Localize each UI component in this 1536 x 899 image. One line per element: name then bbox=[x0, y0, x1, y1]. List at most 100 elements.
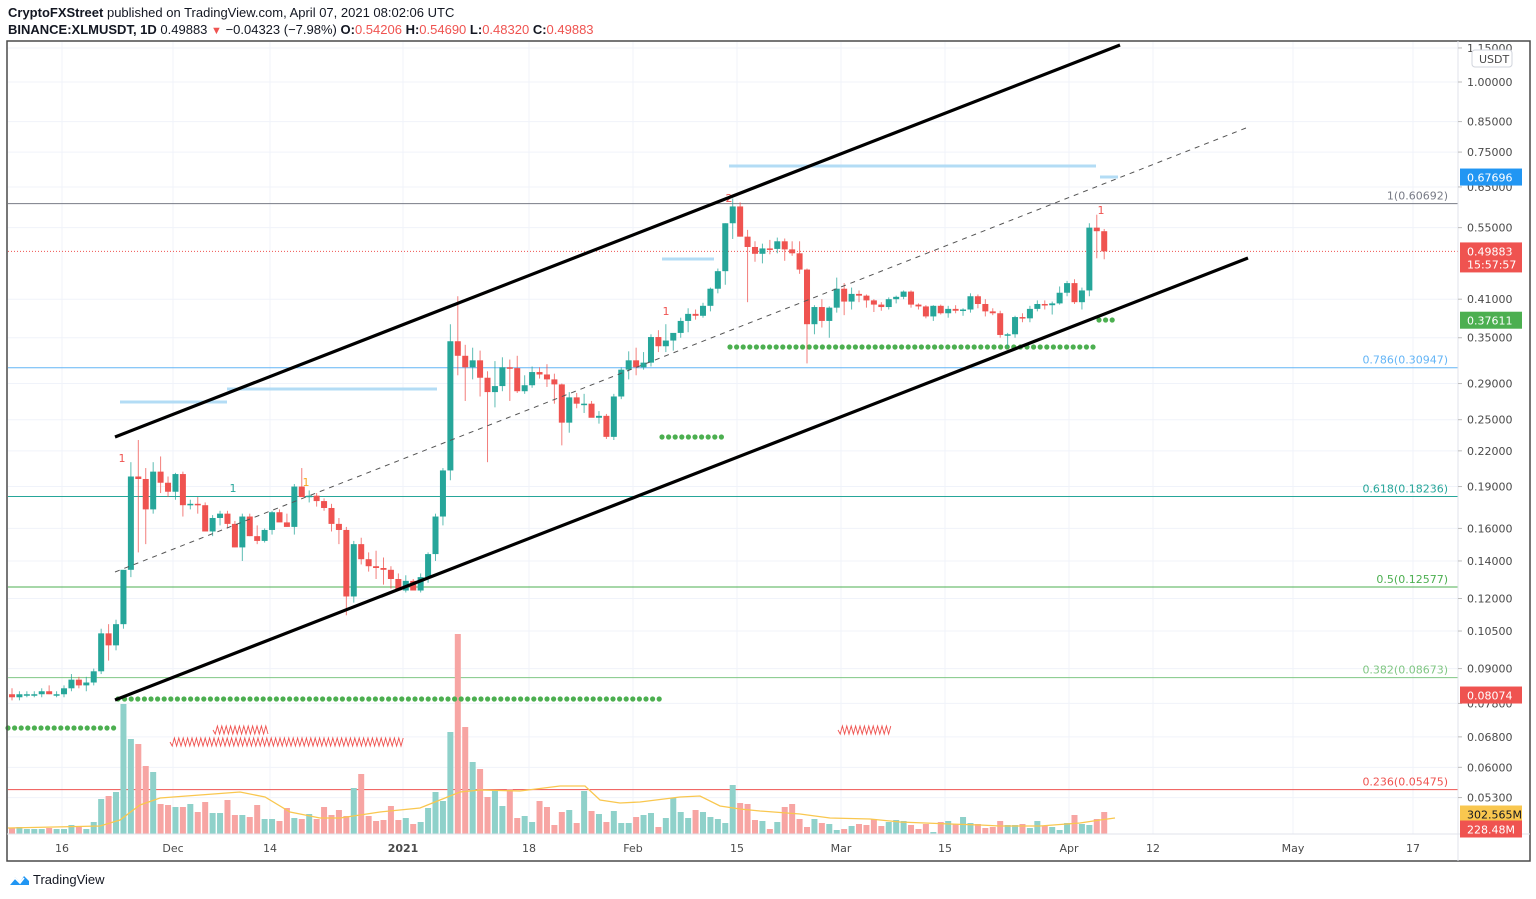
candle bbox=[350, 544, 357, 597]
candle bbox=[1012, 317, 1019, 335]
candle bbox=[224, 513, 231, 524]
down-triangle-icon: ▼ bbox=[211, 25, 222, 37]
ma-line bbox=[7, 785, 1116, 829]
price-badge-label: 0.08074 bbox=[1467, 690, 1513, 703]
candle bbox=[774, 241, 781, 249]
candle bbox=[16, 694, 23, 698]
candle bbox=[313, 495, 320, 502]
candle bbox=[863, 295, 870, 301]
candle bbox=[551, 379, 558, 385]
candle bbox=[841, 288, 848, 302]
candle bbox=[930, 305, 937, 317]
candle bbox=[1041, 303, 1048, 306]
time-tick-label: 17 bbox=[1406, 842, 1420, 855]
candle bbox=[68, 679, 75, 689]
price-tick-label: 0.85000 bbox=[1467, 116, 1513, 129]
candle bbox=[1004, 334, 1011, 336]
candle bbox=[254, 536, 261, 541]
trendline bbox=[114, 256, 1249, 702]
fib-level-label: 0.5(0.12577) bbox=[1376, 573, 1448, 586]
time-tick-label: 18 bbox=[522, 842, 536, 855]
candle bbox=[261, 529, 268, 541]
candle bbox=[1101, 231, 1108, 252]
price-badge bbox=[1460, 242, 1522, 273]
candle bbox=[647, 337, 654, 363]
candle bbox=[945, 308, 952, 314]
high-label: H: bbox=[405, 22, 420, 37]
time-tick-label: Mar bbox=[831, 842, 852, 855]
candle bbox=[974, 296, 981, 304]
price-axis[interactable]: 1.150001.000000.850000.750000.650000.550… bbox=[1458, 42, 1513, 805]
price-tick-label: 0.12000 bbox=[1467, 592, 1513, 605]
time-axis[interactable]: 16 Dec 14 2021 18 Feb 15 Mar 15 Apr 12 May 17 bbox=[55, 842, 1420, 855]
price-tick-label: 0.05300 bbox=[1467, 792, 1513, 805]
candle bbox=[699, 305, 706, 316]
candle bbox=[150, 471, 157, 510]
high-value: 0.54690 bbox=[419, 22, 467, 37]
candle bbox=[1056, 292, 1063, 304]
tradingview-logo-icon bbox=[8, 875, 29, 886]
price-tick-label: 0.75000 bbox=[1467, 146, 1513, 159]
candle bbox=[982, 303, 989, 312]
candle bbox=[543, 374, 550, 380]
candle bbox=[826, 307, 833, 321]
symbol-label: BINANCE:XLMUSDT, 1D bbox=[8, 22, 157, 37]
candle bbox=[38, 691, 45, 695]
candle bbox=[61, 688, 68, 695]
candle bbox=[127, 476, 134, 570]
candle bbox=[781, 241, 788, 250]
tradingview-footer: TradingView bbox=[8, 872, 105, 887]
candle bbox=[246, 516, 253, 537]
price-badge-label: 302.565M bbox=[1467, 809, 1522, 822]
candle bbox=[848, 293, 855, 302]
last-price: 0.49883 bbox=[160, 22, 208, 37]
candle bbox=[179, 474, 186, 506]
candle bbox=[9, 694, 15, 698]
price-badge bbox=[1460, 820, 1522, 838]
candle bbox=[269, 512, 276, 530]
indicator-markers: 111211 bbox=[5, 164, 1118, 748]
candle bbox=[885, 299, 892, 308]
candle bbox=[157, 471, 164, 483]
candle bbox=[53, 694, 60, 696]
candle bbox=[142, 478, 149, 510]
candle bbox=[343, 529, 350, 597]
candle bbox=[915, 304, 922, 307]
candle bbox=[514, 368, 521, 392]
candle bbox=[685, 313, 692, 321]
candle bbox=[239, 516, 246, 548]
candle bbox=[796, 253, 803, 270]
candle bbox=[75, 679, 82, 686]
currency-unit-badge bbox=[1471, 49, 1513, 68]
time-tick-label: 16 bbox=[55, 842, 69, 855]
candle bbox=[521, 385, 528, 392]
candle bbox=[432, 516, 439, 555]
price-badge bbox=[1460, 168, 1522, 186]
candle bbox=[298, 486, 305, 498]
candle bbox=[960, 309, 967, 312]
trend-channel[interactable] bbox=[114, 43, 1249, 702]
candle bbox=[477, 360, 484, 378]
candle bbox=[31, 694, 38, 696]
price-badge bbox=[1460, 311, 1522, 329]
price-badge bbox=[1460, 805, 1522, 823]
publisher-name[interactable]: CryptoFXStreet bbox=[8, 5, 104, 20]
price-tick-label: 0.19000 bbox=[1467, 481, 1513, 494]
candle bbox=[633, 360, 640, 368]
price-tick-label: 0.10500 bbox=[1467, 625, 1513, 638]
fib-level-label: 0.618(0.18236) bbox=[1362, 483, 1448, 496]
candle bbox=[462, 355, 469, 368]
candle bbox=[328, 507, 335, 524]
time-tick-label: Feb bbox=[623, 842, 642, 855]
candle bbox=[447, 341, 454, 471]
candle bbox=[529, 372, 536, 386]
fib-level-label: 0.236(0.05475) bbox=[1362, 776, 1448, 789]
candle bbox=[573, 397, 580, 404]
close-label: C: bbox=[532, 22, 547, 37]
count-label: 1 bbox=[1098, 204, 1105, 217]
candle bbox=[818, 307, 825, 321]
candle bbox=[997, 313, 1004, 335]
brand-name[interactable]: TradingView bbox=[33, 872, 105, 887]
candle bbox=[625, 360, 632, 370]
